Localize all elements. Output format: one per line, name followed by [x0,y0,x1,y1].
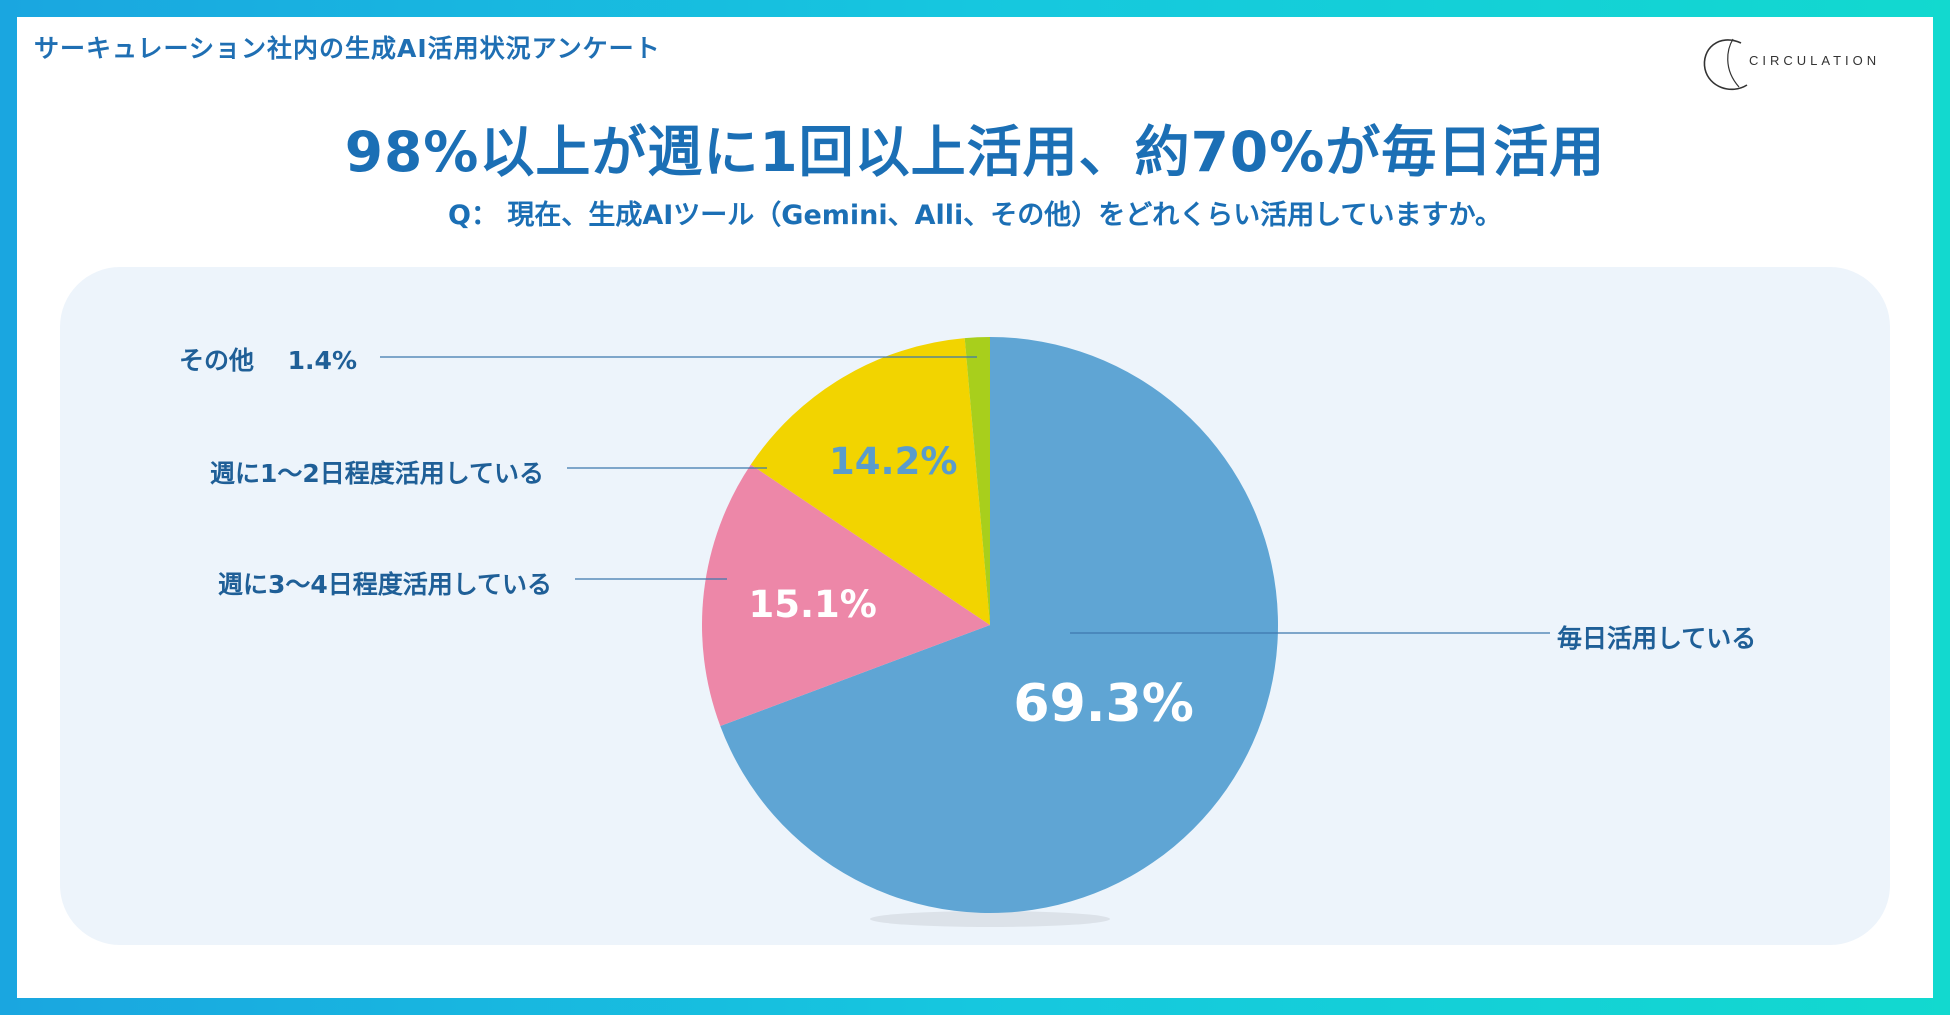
category-label: 週に1〜2日程度活用している [209,459,544,488]
circulation-logo: CIRCULATION [1697,29,1927,99]
pie-shadow [870,911,1110,927]
logo-text: CIRCULATION [1749,53,1881,68]
pie-slice [702,464,990,726]
slice-value-label: 69.3% [1013,674,1193,734]
logo-mark-icon [1703,38,1748,91]
headline: 98%以上が週に1回以上活用、約70%が毎日活用 [344,120,1606,184]
survey-title: サーキュレーション社内の生成AI活用状況アンケート [34,34,661,63]
pie-slice [964,337,990,625]
category-label: その他 1.4% [178,346,357,375]
slice-value-label: 15.1% [748,583,876,626]
category-label: 週に3〜4日程度活用している [217,570,552,599]
pie-chart: 69.3% 15.1% 14.2% [380,337,1550,927]
slide: サーキュレーション社内の生成AI活用状況アンケート CIRCULATION 98… [17,17,1933,998]
slice-value-label: 14.2% [829,440,957,483]
survey-question: Q： 現在、生成AIツール（Gemini、Alli、その他）をどれくらい活用して… [448,200,1502,231]
pie-slice [720,337,1279,914]
category-label: 毎日活用している [1557,624,1757,653]
chart-panel: 69.3% 15.1% 14.2% 毎日活用している 週に3〜4日程度活用している 週に… [60,267,1890,945]
pie-slice [750,338,990,625]
